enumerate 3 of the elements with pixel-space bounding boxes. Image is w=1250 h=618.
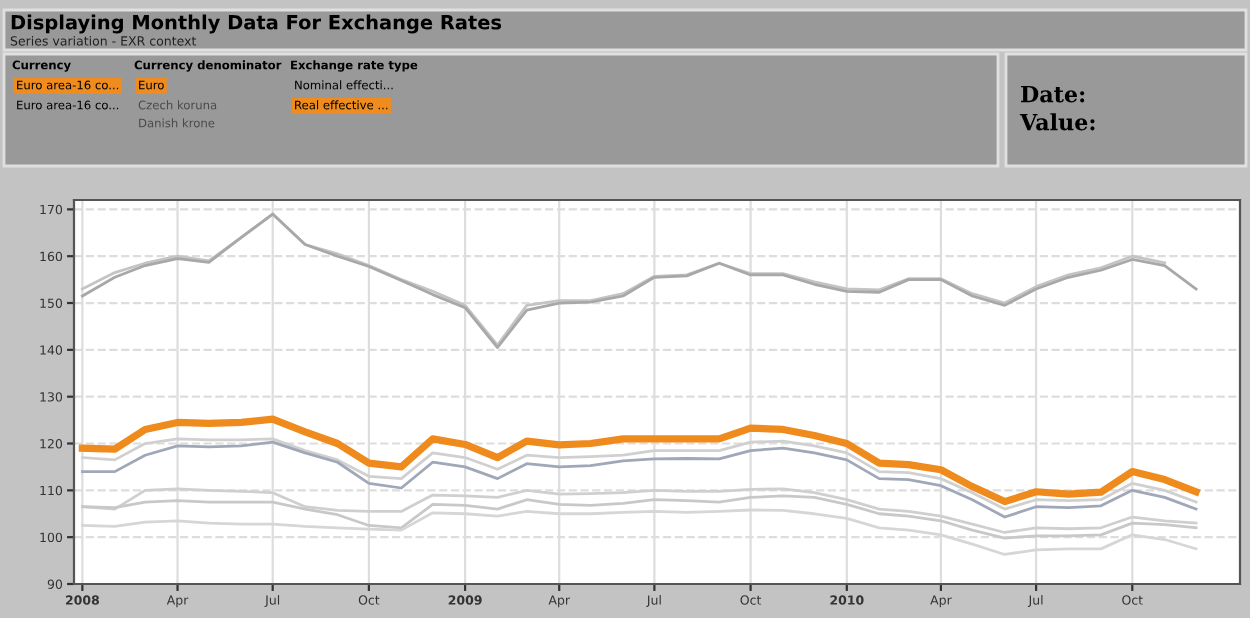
text: Value: [1019, 113, 1095, 131]
chart-title: Displaying Monthly Data For Exchange Rates [11, 14, 502, 34]
text: Date: [1021, 85, 1085, 103]
